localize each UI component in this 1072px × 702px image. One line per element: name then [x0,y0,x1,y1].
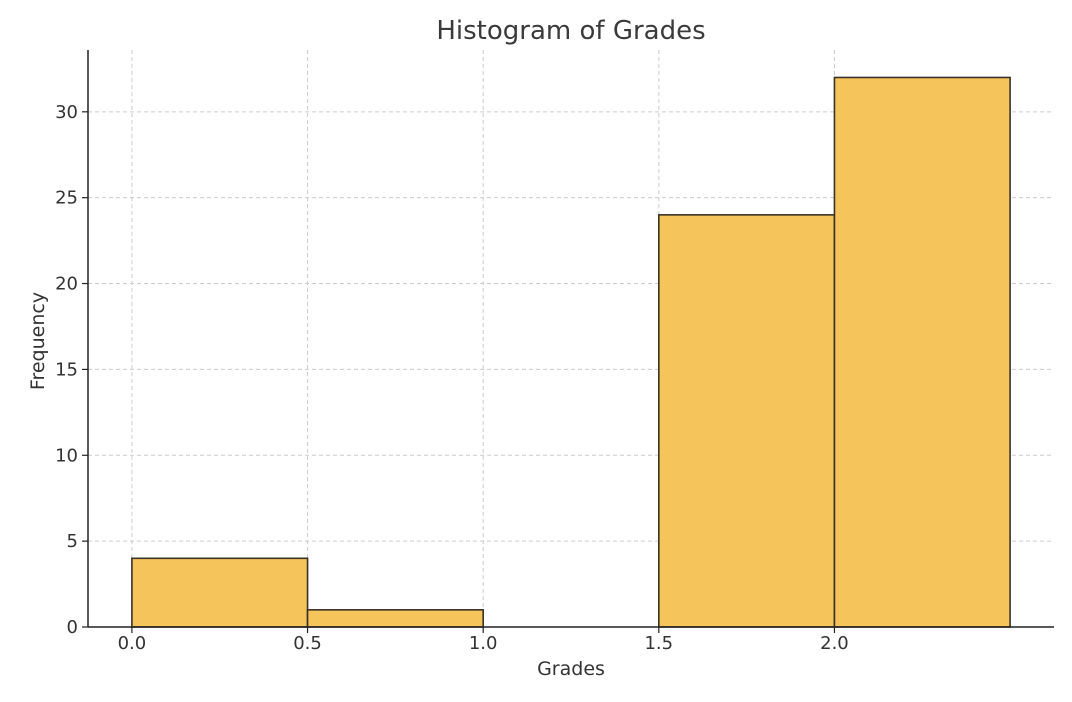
histogram-bar-3 [658,214,836,628]
histogram-bars [131,76,1011,628]
x-tick-label-4: 2.0 [820,633,849,654]
x-tick-label-1: 0.5 [293,633,322,654]
axes [87,50,1054,628]
chart-title: Histogram of Grades [436,16,705,46]
histogram-bar-0 [131,557,309,628]
y-tick-label-0: 0 [67,617,78,638]
y-tick-label-1: 5 [67,531,78,552]
x-axis-ticks: 0.0 0.5 1.0 1.5 2.0 [118,627,849,654]
x-tick-label-2: 1.0 [469,633,498,654]
histogram-bar-4 [833,76,1011,628]
histogram-bar-1 [306,609,484,628]
y-tick-label-3: 15 [55,359,78,380]
y-axis-title: Frequency [27,292,49,390]
y-tick-label-2: 10 [55,445,78,466]
y-tick-label-4: 20 [55,274,78,295]
y-tick-label-6: 30 [55,102,78,123]
y-tick-label-5: 25 [55,188,78,209]
x-tick-label-3: 1.5 [644,633,673,654]
x-tick-label-0: 0.0 [118,633,147,654]
x-axis-title: Grades [537,658,605,680]
y-axis-ticks: 0 5 10 15 20 25 30 [55,102,88,638]
